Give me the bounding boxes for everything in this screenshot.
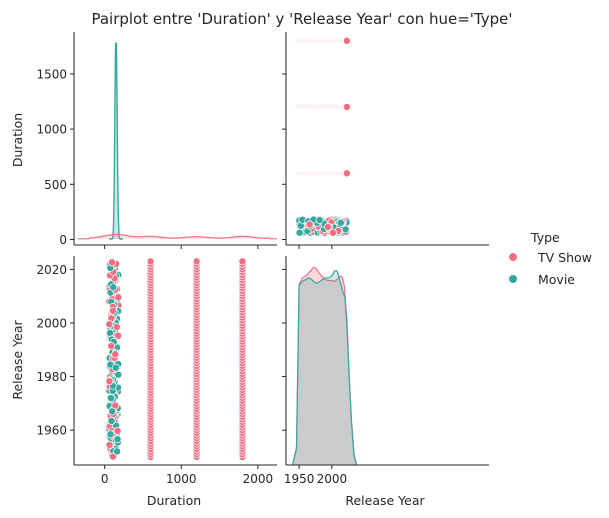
- point-short-duration: [106, 328, 114, 337]
- y-axis-label-release-year: Release Year: [10, 320, 25, 400]
- point-short-duration: [108, 306, 117, 315]
- point-short-duration: [114, 370, 123, 379]
- point-short-duration: [107, 258, 116, 267]
- x-axis-label-release-year: Release Year: [345, 493, 425, 508]
- point-short-duration: [111, 363, 120, 372]
- ytick-label-year: 1980: [36, 370, 67, 384]
- point-short-duration: [113, 426, 122, 435]
- ytick-label-year: 2000: [36, 316, 67, 330]
- point-short-duration: [113, 447, 122, 456]
- panel-year-kde: [291, 266, 358, 466]
- point-tv-show-duration-1800: [342, 36, 351, 45]
- ytick-label-duration: 1500: [36, 67, 67, 81]
- point-short-duration: [295, 228, 304, 237]
- legend-label-tv-show: TV Show: [537, 250, 592, 265]
- legend-marker-tv-show: [509, 253, 517, 261]
- point-short-duration: [106, 394, 115, 403]
- point-short-duration: [107, 342, 116, 351]
- point-short-duration: [105, 320, 114, 329]
- point-short-duration: [329, 228, 337, 237]
- point-short-duration: [114, 331, 123, 340]
- point-short-duration: [336, 218, 345, 227]
- x-axis-label-duration: Duration: [147, 493, 201, 508]
- xtick-label-year: 2000: [317, 472, 348, 486]
- point-short-duration: [105, 441, 114, 449]
- kde-fill-movie-year: [292, 270, 357, 465]
- legend-label-movie: Movie: [538, 272, 575, 287]
- ytick-label-duration: 500: [44, 178, 67, 192]
- point-short-duration: [315, 216, 324, 224]
- kde-line-tv-show-duration: [77, 233, 277, 240]
- chart-title: Pairplot entre 'Duration' y 'Release Yea…: [91, 10, 512, 28]
- point-short-duration: [114, 293, 123, 302]
- point-tv-show-duration-1200: [192, 257, 201, 266]
- panel-duration-vs-year-scatter: [295, 36, 351, 237]
- ytick-label-year: 2020: [36, 263, 67, 277]
- kde-line-movie-year: [291, 270, 358, 466]
- point-tv-show-duration-600: [146, 257, 155, 266]
- point-short-duration: [111, 350, 120, 359]
- point-short-duration: [111, 401, 120, 410]
- kde-fill-tv-show-year: [292, 267, 357, 465]
- point-short-duration: [305, 220, 314, 229]
- point-tv-show-duration-600: [342, 169, 351, 178]
- kde-line-movie-duration: [109, 42, 123, 240]
- ytick-label-duration: 0: [59, 233, 67, 247]
- legend-title: Type: [530, 230, 560, 245]
- ytick-label-year: 1960: [36, 424, 67, 438]
- legend-marker-movie: [509, 275, 517, 283]
- xtick-label-duration: 0: [101, 472, 109, 486]
- point-short-duration: [105, 377, 114, 386]
- point-short-duration: [109, 283, 118, 292]
- ytick-label-duration: 1000: [36, 123, 67, 137]
- point-tv-show-duration-1800: [238, 257, 247, 266]
- panel-duration-kde: [77, 42, 277, 240]
- xtick-label-duration: 2000: [243, 472, 274, 486]
- xtick-label-duration: 1000: [166, 472, 197, 486]
- y-axis-label-duration: Duration: [10, 113, 25, 167]
- point-short-duration: [107, 417, 116, 425]
- point-short-duration: [323, 223, 332, 231]
- point-short-duration: [112, 323, 121, 331]
- panel-year-vs-duration-scatter: [105, 257, 247, 461]
- point-tv-show-duration-1200: [342, 103, 351, 111]
- point-short-duration: [341, 225, 350, 234]
- xtick-label-year: 1950: [284, 472, 315, 486]
- point-short-duration: [109, 452, 117, 461]
- legend: Type TV Show Movie: [509, 230, 592, 287]
- kde-fill-movie-duration: [109, 43, 124, 239]
- point-short-duration: [113, 435, 122, 444]
- point-short-duration: [106, 430, 115, 439]
